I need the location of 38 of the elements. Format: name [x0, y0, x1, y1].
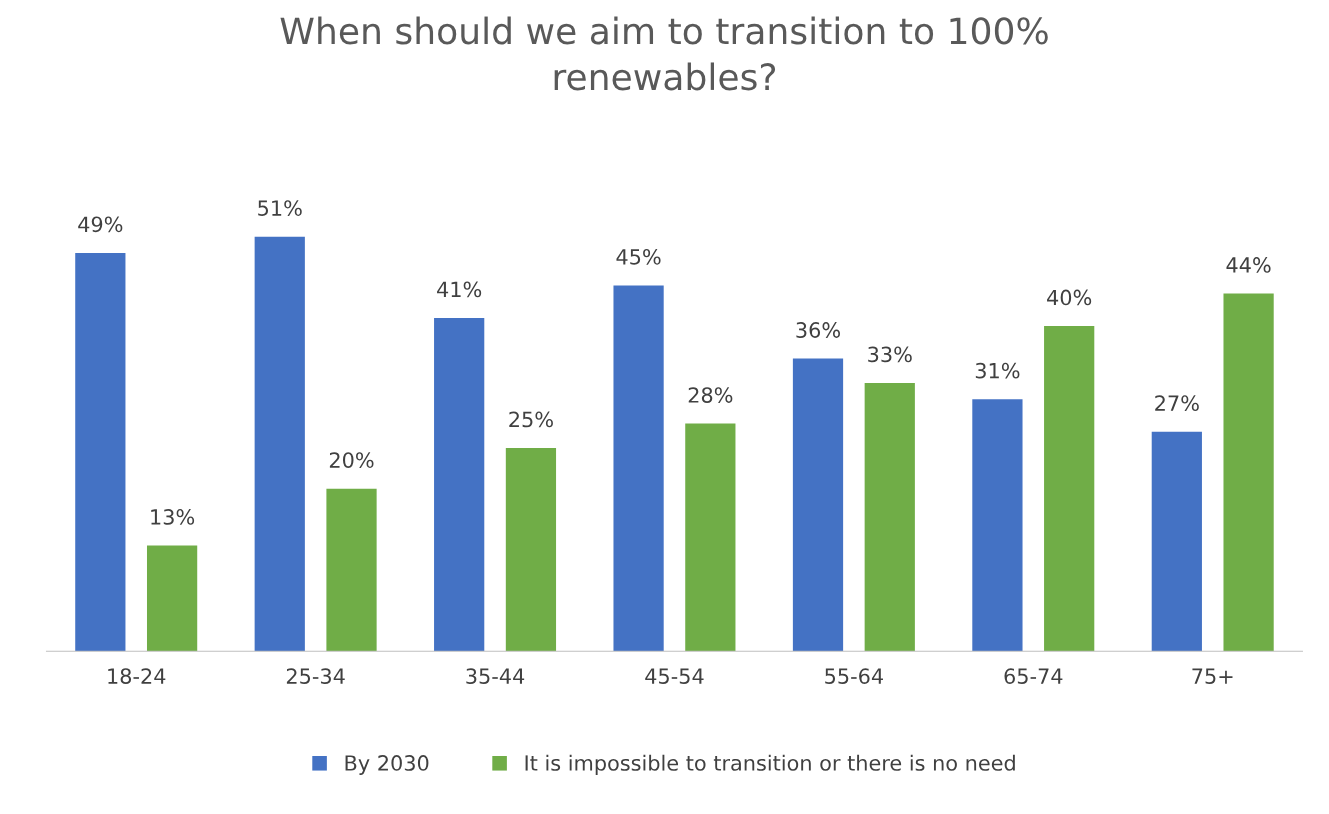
- bar: [1044, 326, 1095, 652]
- bar: [326, 488, 377, 652]
- bar: [75, 252, 126, 652]
- data-label: 51%: [258, 200, 302, 216]
- data-label: 36%: [796, 322, 840, 338]
- bar: [613, 285, 664, 652]
- data-label: 27%: [1155, 395, 1199, 412]
- data-label: 20%: [329, 452, 374, 468]
- data-label: 49%: [78, 216, 123, 233]
- data-label: 31%: [975, 362, 1020, 379]
- bar: [434, 317, 485, 652]
- data-label: 33%: [868, 346, 912, 363]
- bar: [254, 236, 305, 652]
- data-label: 40%: [1047, 289, 1092, 306]
- bar: [685, 423, 736, 652]
- data-label: 45%: [616, 248, 661, 265]
- bar: [792, 358, 844, 652]
- x-tick-label: 35-44: [466, 668, 525, 684]
- legend-label: It is impossible to transition or there is no need: [525, 754, 1015, 775]
- data-label: 25%: [509, 411, 553, 428]
- data-label: 41%: [437, 281, 482, 298]
- x-tick-label: 45-54: [645, 668, 704, 684]
- legend-label: By 2030: [345, 755, 429, 775]
- bar: [1151, 431, 1202, 652]
- x-tick-label: 75+: [1192, 668, 1233, 684]
- bar: [505, 448, 557, 652]
- x-tick-label: 18-24: [108, 668, 166, 684]
- data-label: 28%: [688, 387, 733, 403]
- bar: [1223, 293, 1274, 652]
- x-tick-label: 25-34: [286, 668, 345, 684]
- x-tick-label: 55-64: [825, 668, 883, 684]
- chart-title: When should we aim to transition to 100% renewables?: [280, 16, 1048, 91]
- bar: [146, 545, 198, 652]
- bar: [972, 399, 1023, 652]
- x-tick-label: 65-74: [1004, 668, 1063, 684]
- data-label: 44%: [1226, 257, 1271, 273]
- data-label: 13%: [151, 509, 195, 525]
- bar: [864, 382, 915, 652]
